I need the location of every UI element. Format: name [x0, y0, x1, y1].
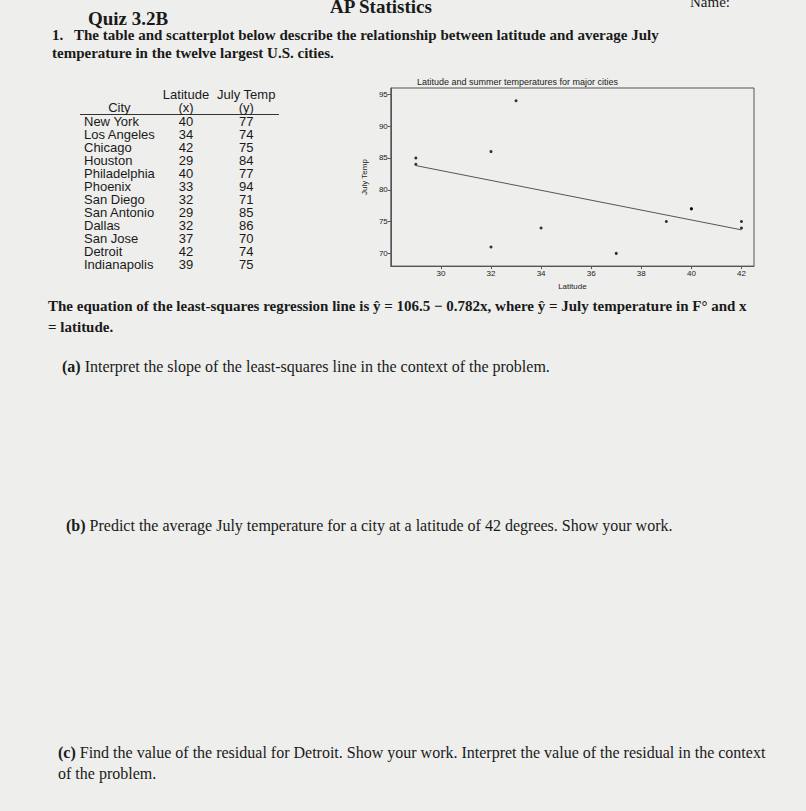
svg-text:75: 75	[379, 217, 388, 226]
html-text:(x): (x)	[178, 100, 194, 115]
html-text:40: 40	[178, 114, 194, 129]
html-text:San Jose: San Jose	[84, 231, 139, 246]
html-text:74: 74	[239, 127, 254, 142]
svg-text:80: 80	[379, 185, 388, 194]
html-text:Los Angeles: Los Angeles	[84, 127, 155, 142]
svg-text:90: 90	[379, 122, 388, 131]
svg-text:95: 95	[379, 90, 388, 99]
svg-text:40: 40	[687, 269, 696, 278]
svg-text:85: 85	[379, 153, 388, 162]
html-text:39: 39	[178, 257, 194, 272]
svg-text:32: 32	[487, 269, 496, 278]
html-text:San Antonio: San Antonio	[84, 205, 155, 220]
html-text:Indianapolis: Indianapolis	[84, 257, 154, 272]
html-text:33: 33	[178, 179, 194, 194]
html-text:75: 75	[239, 257, 254, 272]
html-text:37: 37	[178, 231, 194, 246]
svg-text:42: 42	[737, 269, 746, 278]
html-text:42: 42	[178, 140, 194, 155]
html-text:The equation of the least-squa: The equation of the least-squares regres…	[48, 298, 747, 335]
html-text:Phoenix: Phoenix	[84, 179, 131, 194]
html-text:77: 77	[239, 166, 254, 181]
html-text:Chicago: Chicago	[84, 140, 132, 155]
html-text:29: 29	[178, 205, 194, 220]
svg-text:Latitude: Latitude	[558, 282, 587, 291]
html-text:74: 74	[239, 244, 254, 259]
html-text:32: 32	[178, 192, 194, 207]
html-text:Latitude: Latitude	[162, 87, 210, 102]
svg-text:July Temp: July Temp	[360, 159, 369, 195]
html-text:City: City	[108, 100, 131, 115]
html-text:42: 42	[178, 244, 194, 259]
html-text:Detroit: Detroit	[84, 244, 123, 259]
html-text:Dallas: Dallas	[84, 218, 121, 233]
svg-text:70: 70	[379, 249, 388, 258]
html-text:(b) Predict the average July t: (b) Predict the average July temperature…	[66, 517, 673, 534]
html-text:85: 85	[239, 205, 254, 220]
html-text:Houston: Houston	[84, 153, 133, 168]
html-text:(c) Find the value of the resi: (c) Find the value of the residual for D…	[58, 744, 766, 782]
html-text:86: 86	[239, 218, 254, 233]
html-text:Quiz 3.2B: Quiz 3.2B	[88, 8, 169, 29]
html-text:94: 94	[239, 179, 254, 194]
html-text:70: 70	[239, 231, 254, 246]
html-text:(a) Interpret the slope of the: (a) Interpret the slope of the least-squ…	[62, 358, 550, 375]
html-text:71: 71	[239, 192, 254, 207]
svg-text:38: 38	[637, 269, 646, 278]
html-text:40: 40	[178, 166, 194, 181]
svg-text:Latitude and summer temperatur: Latitude and summer temperatures for maj…	[417, 77, 619, 87]
html-text:(y): (y)	[238, 100, 254, 115]
html-text:The table and scatterplot belo: The table and scatterplot below describe…	[52, 27, 659, 61]
html-text:1.: 1.	[52, 27, 64, 43]
html-text:29: 29	[178, 153, 194, 168]
svg-text:30: 30	[436, 269, 445, 278]
svg-text:36: 36	[587, 269, 596, 278]
html-text:New York: New York	[84, 114, 139, 129]
html-text:Philadelphia: Philadelphia	[84, 166, 155, 181]
html-text:84: 84	[239, 153, 254, 168]
html-text:77: 77	[239, 114, 254, 129]
html-text:32: 32	[178, 218, 194, 233]
svg-text:34: 34	[537, 269, 546, 278]
html-text:75: 75	[239, 140, 254, 155]
html-text:July Temp: July Temp	[217, 87, 276, 102]
html-text:34: 34	[178, 127, 194, 142]
html-text:San Diego: San Diego	[84, 192, 145, 207]
